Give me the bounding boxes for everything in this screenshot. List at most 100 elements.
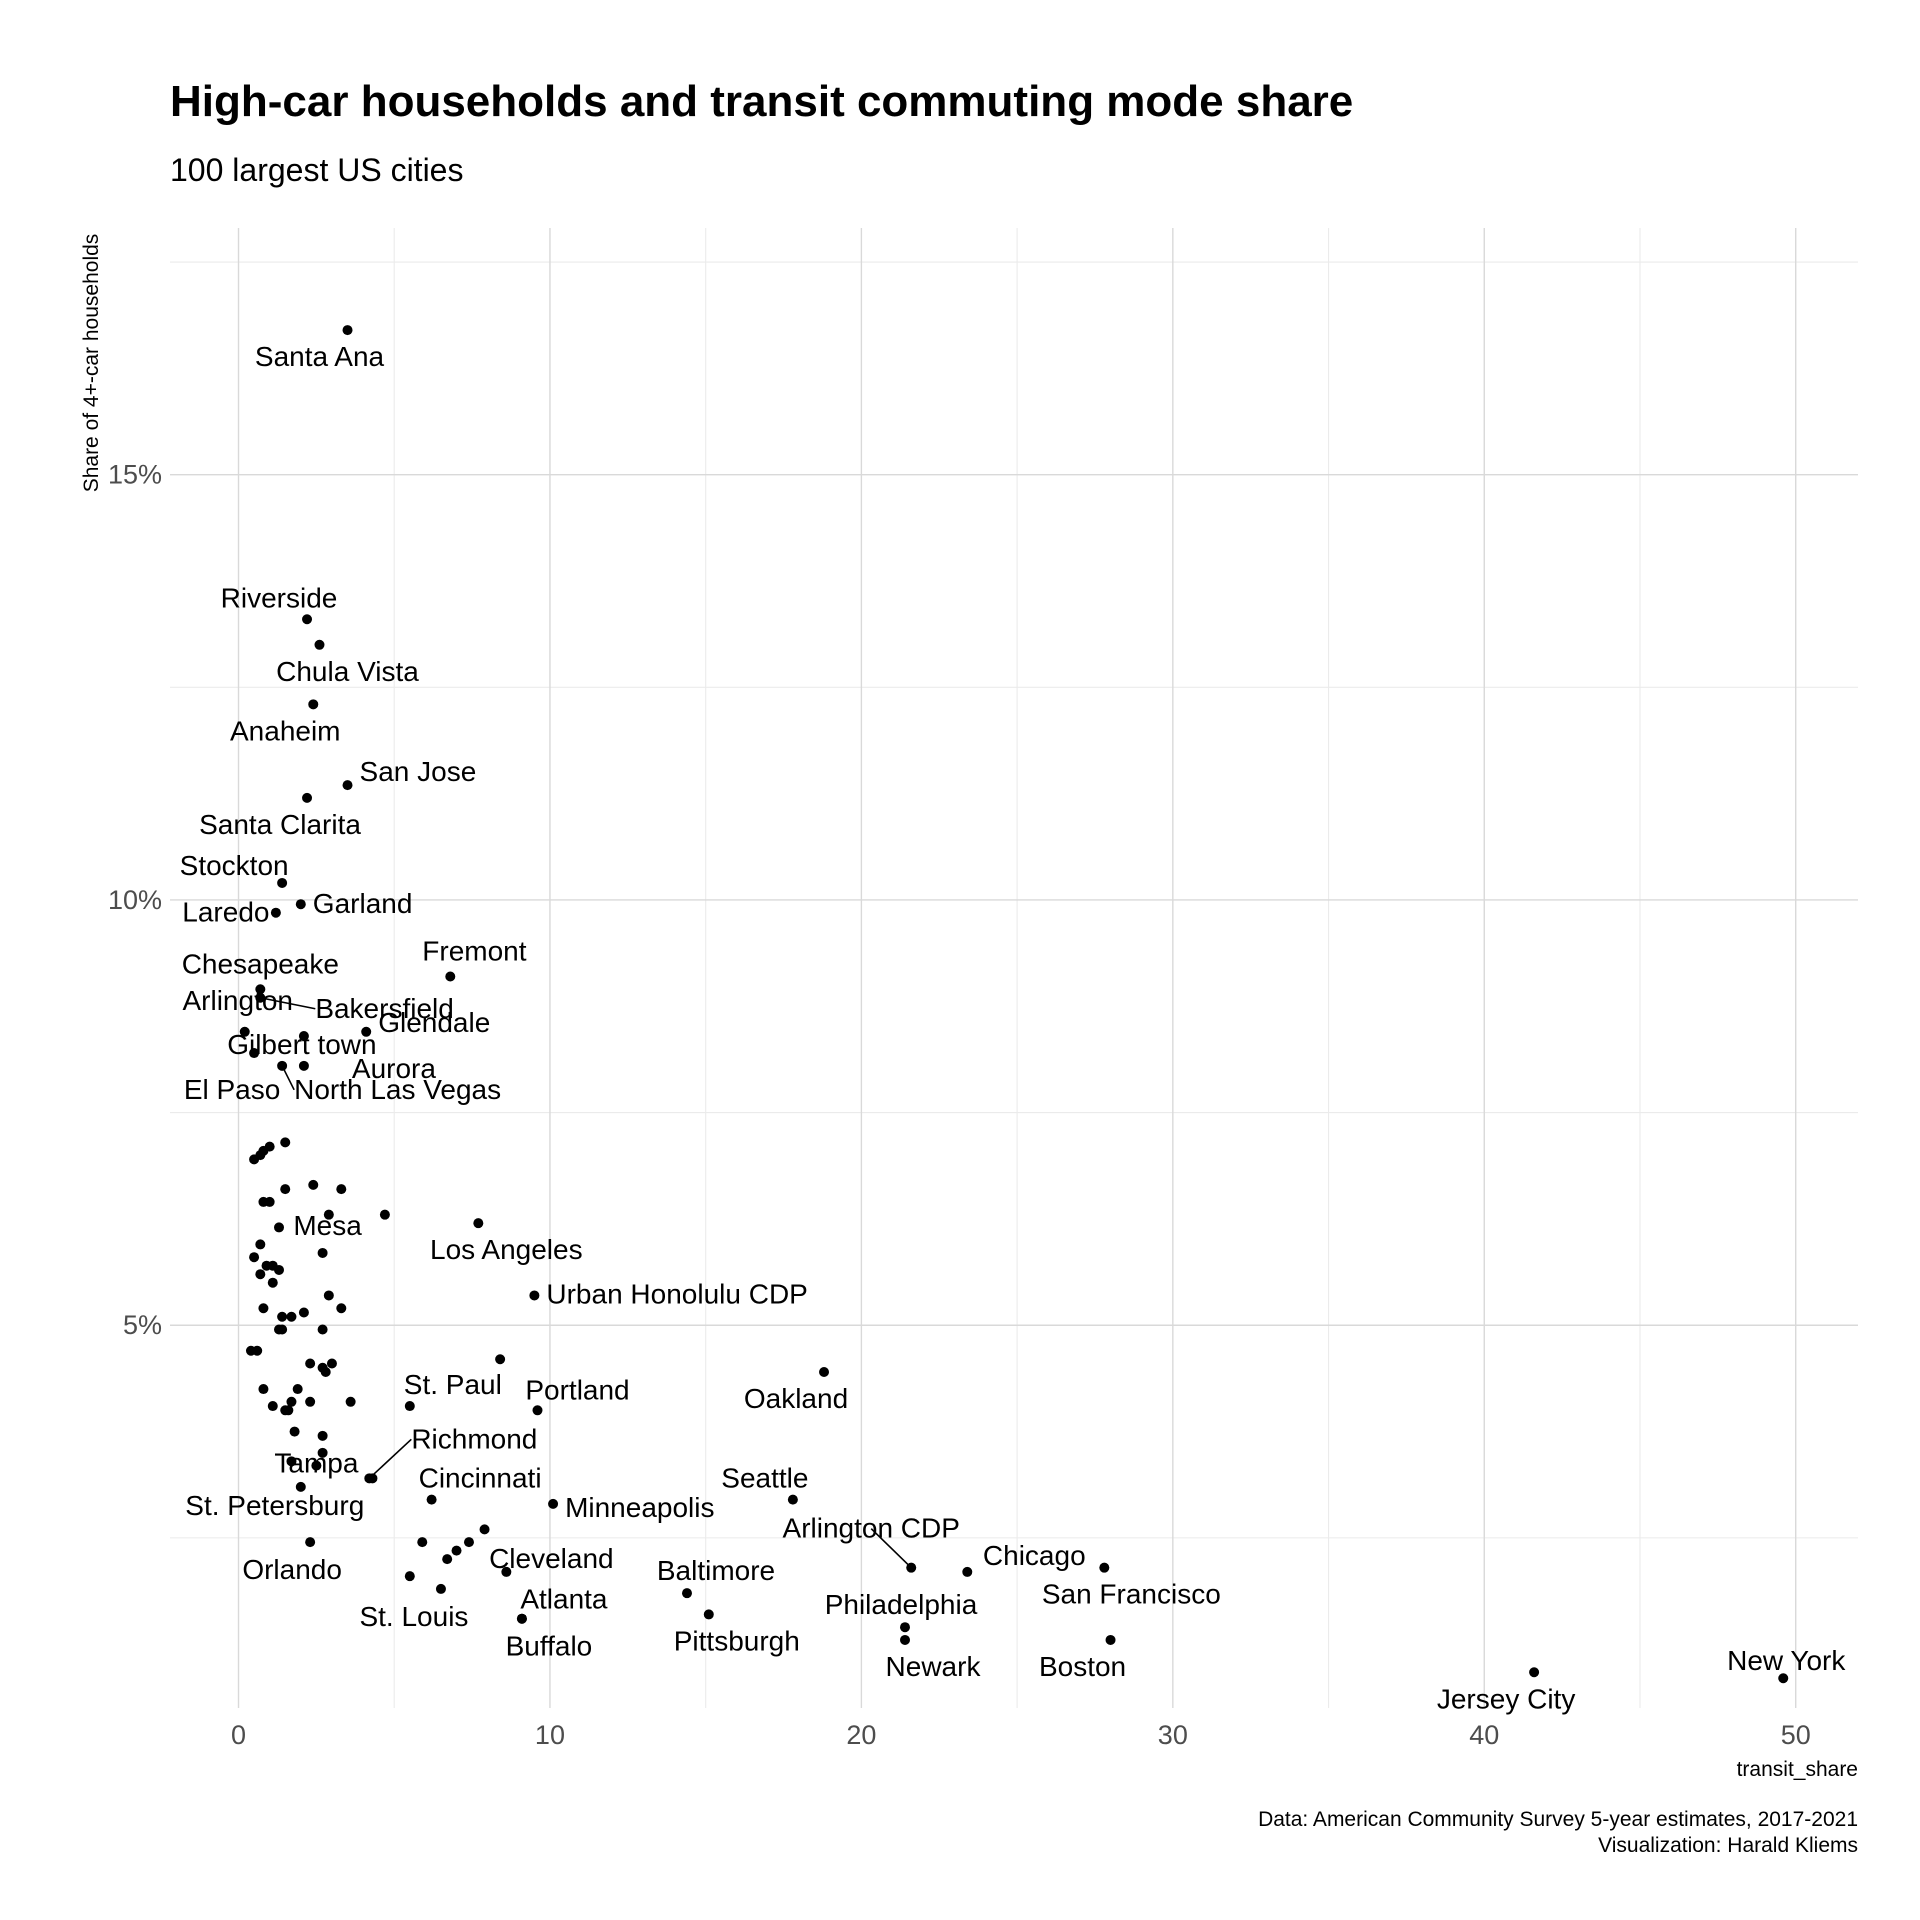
- data-point-labeled: [342, 780, 353, 791]
- data-point: [308, 1179, 319, 1190]
- x-tick-label: 0: [231, 1720, 246, 1750]
- data-point: [252, 1345, 263, 1356]
- data-point: [280, 1137, 291, 1148]
- data-point: [311, 1460, 322, 1471]
- data-point: [298, 1307, 309, 1318]
- point-label: St. Louis: [359, 1601, 468, 1632]
- x-tick-label: 10: [535, 1720, 565, 1750]
- point-label: Glendale: [378, 1007, 490, 1038]
- data-point-labeled: [516, 1613, 527, 1624]
- point-label: San Francisco: [1042, 1579, 1221, 1610]
- data-point-labeled: [342, 325, 353, 336]
- grid-lines: [170, 228, 1858, 1708]
- data-points: [239, 325, 1789, 1684]
- data-point: [292, 1384, 303, 1395]
- data-point: [379, 1209, 390, 1220]
- data-point: [323, 1209, 334, 1220]
- point-label: Urban Honolulu CDP: [546, 1278, 807, 1309]
- data-point-labeled: [295, 1481, 306, 1492]
- data-point-labeled: [899, 1634, 910, 1645]
- point-label: Jersey City: [1437, 1683, 1575, 1714]
- data-point-labeled: [277, 877, 288, 888]
- data-point-labeled: [548, 1498, 559, 1509]
- data-point: [258, 1384, 269, 1395]
- y-tick-label: 5%: [123, 1310, 162, 1340]
- data-point-labeled: [1529, 1667, 1540, 1678]
- data-point-labeled: [445, 971, 456, 982]
- x-tick-label: 30: [1158, 1720, 1188, 1750]
- point-label: Fremont: [422, 936, 526, 967]
- point-label: Tampa: [274, 1447, 358, 1478]
- point-label: Mesa: [293, 1210, 362, 1241]
- data-point: [255, 1269, 266, 1280]
- data-point-labeled: [317, 1247, 328, 1258]
- point-label: Buffalo: [506, 1631, 593, 1662]
- data-point: [249, 1154, 260, 1165]
- point-label: Portland: [525, 1374, 629, 1405]
- axis-ticks: 0 10 20 30 40 50 5% 10% 15%: [108, 460, 1811, 1750]
- x-tick-label: 40: [1469, 1720, 1499, 1750]
- point-label: Atlanta: [520, 1584, 608, 1615]
- label-leader-lines: [260, 996, 912, 1569]
- data-point: [463, 1537, 474, 1548]
- data-point-labeled: [962, 1566, 973, 1577]
- data-point: [495, 1354, 506, 1365]
- data-point: [289, 1426, 300, 1437]
- point-labels: Santa Ana Riverside Chula Vista Anaheim San …: [180, 341, 1847, 1714]
- data-point-labeled: [308, 699, 319, 710]
- data-point-labeled: [435, 1583, 446, 1594]
- data-point: [267, 1277, 278, 1288]
- point-label: Newark: [886, 1651, 982, 1682]
- data-point: [323, 1290, 334, 1301]
- point-label: Gilbert town: [227, 1029, 376, 1060]
- point-label: Arlington: [182, 985, 293, 1016]
- data-point: [479, 1524, 490, 1535]
- point-label: Riverside: [221, 582, 338, 613]
- point-label: Chicago: [983, 1540, 1086, 1571]
- y-tick-label: 15%: [108, 460, 162, 490]
- data-point: [264, 1196, 275, 1207]
- data-point: [267, 1401, 278, 1412]
- data-point-labeled: [1099, 1562, 1110, 1573]
- data-point: [249, 1252, 260, 1263]
- y-tick-label: 10%: [108, 885, 162, 915]
- data-point: [417, 1537, 428, 1548]
- data-point-labeled: [305, 1537, 316, 1548]
- point-label: Anaheim: [230, 715, 341, 746]
- data-point: [255, 1239, 266, 1250]
- leader-line: [870, 1528, 912, 1569]
- data-point-labeled: [1105, 1634, 1116, 1645]
- x-tick-label: 50: [1781, 1720, 1811, 1750]
- data-point: [317, 1447, 328, 1458]
- point-label: Garland: [313, 888, 413, 919]
- data-point-labeled: [302, 614, 313, 625]
- point-label: Bakersfield: [315, 993, 454, 1024]
- y-axis-title: Share of 4+-car households: [80, 234, 103, 493]
- chart-title: High-car households and transit commutin…: [170, 77, 1353, 126]
- point-label: Philadelphia: [825, 1589, 978, 1620]
- point-label: Chula Vista: [276, 656, 419, 687]
- data-point: [280, 1184, 291, 1195]
- data-point: [258, 1145, 269, 1156]
- point-label: Oakland: [744, 1383, 848, 1414]
- data-point-labeled: [473, 1218, 484, 1229]
- data-point: [277, 1324, 288, 1335]
- data-point-labeled: [298, 1031, 309, 1042]
- data-point-labeled: [255, 984, 266, 995]
- data-point: [274, 1264, 285, 1275]
- point-label: Boston: [1039, 1651, 1126, 1682]
- point-label: Laredo: [182, 897, 269, 928]
- data-point-labeled: [906, 1562, 917, 1573]
- data-point: [283, 1405, 294, 1416]
- point-label: San Jose: [360, 756, 477, 787]
- data-point-labeled: [681, 1588, 692, 1599]
- point-label: Santa Ana: [255, 341, 385, 372]
- data-point: [274, 1222, 285, 1233]
- point-label: El Paso: [184, 1074, 281, 1105]
- data-point: [305, 1358, 316, 1369]
- caption-author: Visualization: Harald Kliems: [1598, 1834, 1858, 1857]
- data-point: [336, 1184, 347, 1195]
- point-label: St. Paul: [404, 1369, 502, 1400]
- data-point: [404, 1571, 415, 1582]
